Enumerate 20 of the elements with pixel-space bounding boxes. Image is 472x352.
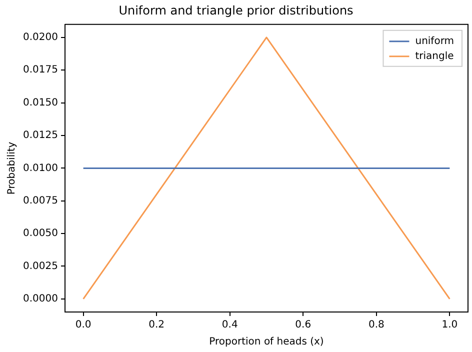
- y-tick-label: 0.0150: [22, 97, 58, 108]
- y-tick-label: 0.0075: [22, 195, 58, 206]
- x-tick-label: 0.0: [75, 320, 92, 331]
- y-tick-label: 0.0175: [22, 64, 58, 76]
- x-tick-label: 0.4: [222, 320, 238, 331]
- y-tick-label: 0.0050: [22, 228, 58, 240]
- legend-label: uniform: [415, 36, 454, 47]
- y-tick-label: 0.0125: [22, 130, 58, 142]
- x-tick-label: 0.2: [148, 320, 165, 331]
- y-tick-label: 0.0200: [22, 32, 58, 44]
- x-axis-title: Proportion of heads (x): [209, 336, 324, 348]
- y-axis-title: Probability: [6, 142, 18, 195]
- legend-label: triangle: [415, 50, 454, 62]
- x-tick-label: 0.8: [368, 320, 384, 331]
- y-tick-label: 0.0000: [22, 294, 58, 305]
- chart-title: Uniform and triangle prior distributions: [118, 3, 354, 18]
- x-tick-label: 0.6: [295, 320, 312, 331]
- x-tick-label: 1.0: [442, 320, 458, 331]
- y-tick-label: 0.0100: [22, 162, 58, 174]
- y-tick-label: 0.0025: [22, 260, 58, 272]
